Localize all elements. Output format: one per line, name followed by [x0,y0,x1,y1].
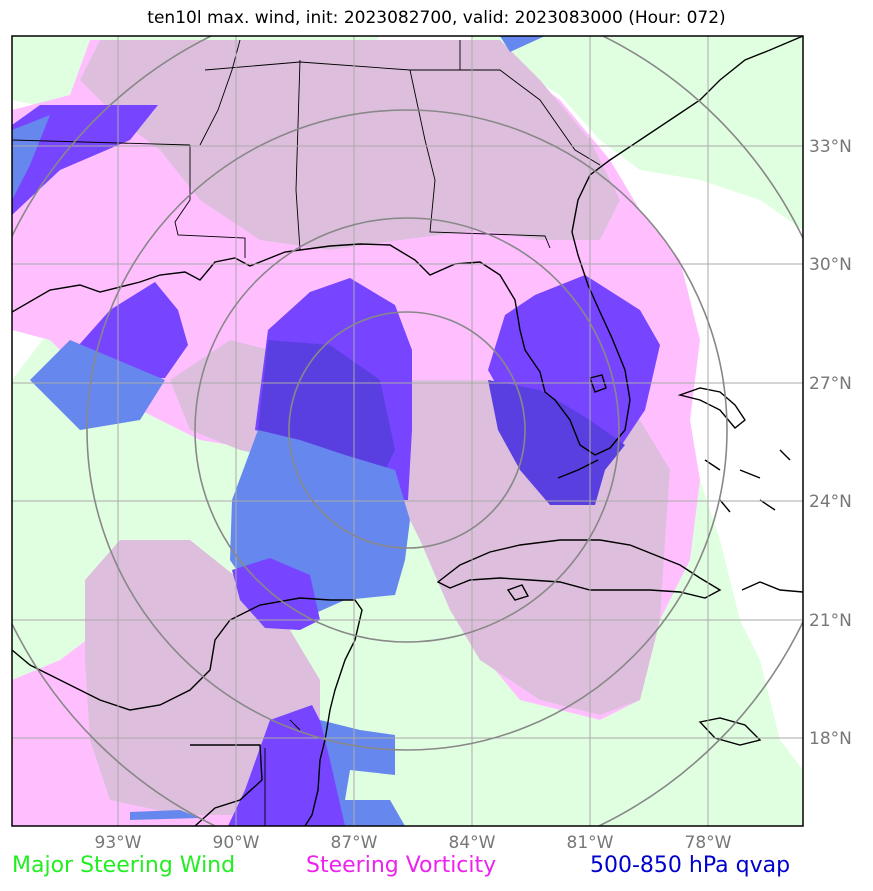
qvap-violet-northwest [12,105,158,215]
lon-label: 78°W [685,833,732,853]
lat-label: 27°N [809,374,852,394]
mexico-gulf-coast [12,597,363,761]
map-frame [11,35,804,827]
qvap-dark-central [258,340,395,470]
range-ring-middle [194,217,620,643]
longitude-labels: 93°W 90°W 87°W 84°W 81°W 78°W [95,833,732,853]
state-borders [12,39,601,826]
qvap-field [12,36,660,826]
lon-label: 93°W [95,833,142,853]
qvap-dark-florida [488,380,625,505]
cuba [436,539,722,599]
central-america-border [190,744,263,826]
overlap-area-north [80,40,620,250]
lat-label: 21°N [809,611,852,631]
legend-steering-vorticity: Steering Vorticity [306,853,497,878]
isla-de-la-juventud [506,584,530,601]
lat-label: 30°N [809,255,852,275]
qvap-blue-west [30,340,165,430]
wind-area-northeast [470,36,803,230]
qvap-blue-top [500,36,545,52]
range-ring-inner [288,311,526,549]
qvap-blue-northwest [12,115,50,200]
lon-label: 87°W [331,833,378,853]
qvap-blue-south [320,720,405,826]
lat-label: 24°N [809,492,852,512]
latitude-labels: 33°N 30°N 27°N 24°N 21°N 18°N [809,137,852,749]
lat-label: 33°N [809,137,852,157]
legend-qvap: 500-850 hPa qvap [590,853,791,878]
us-gulf-coast [12,36,803,456]
florida-keys [557,459,599,479]
lon-label: 84°W [449,833,496,853]
qvap-violet-south [228,705,345,826]
lake-okeechobee [589,374,607,393]
legend-major-steering-wind: Major Steering Wind [12,853,236,878]
qvap-blue-southwest [130,810,200,820]
lat-label: 18°N [809,729,852,749]
lon-label: 90°W [213,833,260,853]
bahamas-andros [677,387,746,429]
range-rings [12,36,803,826]
bahamas-islands [704,449,791,513]
range-ring-outer [86,109,728,751]
lon-label: 81°W [567,833,614,853]
map-title: ten10l max. wind, init: 2023082700, vali… [147,8,726,28]
coastlines [12,36,803,826]
yucatan-east-coast [304,759,321,826]
hispaniola [741,581,803,593]
